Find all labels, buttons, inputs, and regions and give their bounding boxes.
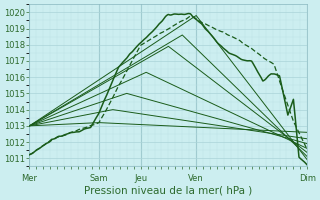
X-axis label: Pression niveau de la mer( hPa ): Pression niveau de la mer( hPa ) — [84, 186, 252, 196]
